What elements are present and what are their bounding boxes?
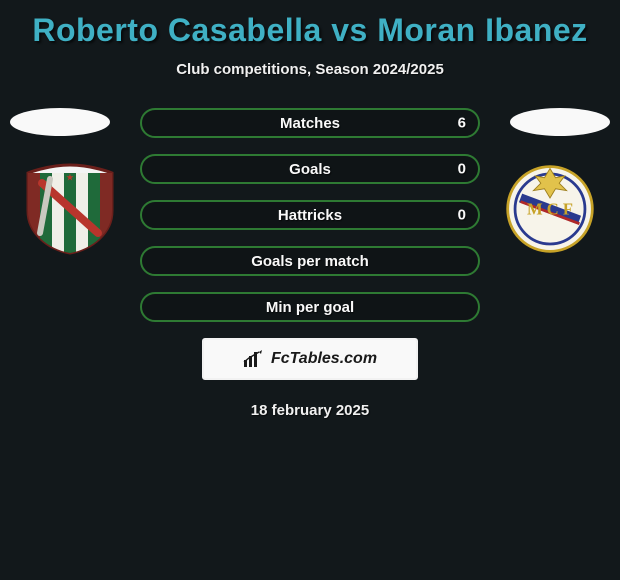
brand-box: FcTables.com [202, 338, 418, 380]
stat-label: Hattricks [278, 207, 342, 224]
subtitle: Club competitions, Season 2024/2025 [0, 61, 620, 78]
stat-label: Goals per match [251, 253, 369, 270]
svg-text:M C F: M C F [527, 200, 573, 219]
bar-chart-icon [243, 350, 265, 368]
stat-label: Goals [289, 161, 331, 178]
stat-right-value: 0 [458, 161, 466, 178]
player-right-ellipse [510, 108, 610, 136]
club-crest-left: ★ [20, 163, 120, 255]
club-crest-right: M C F [500, 163, 600, 255]
round-crest-icon: M C F [500, 163, 600, 255]
stat-row-matches: Matches 6 [140, 108, 480, 138]
stat-right-value: 6 [458, 115, 466, 132]
stat-row-hattricks: Hattricks 0 [140, 200, 480, 230]
stat-label: Matches [280, 115, 340, 132]
stat-row-goals: Goals 0 [140, 154, 480, 184]
date-line: 18 february 2025 [0, 402, 620, 419]
stat-row-goals-per-match: Goals per match [140, 246, 480, 276]
player-left-ellipse [10, 108, 110, 136]
shield-icon: ★ [20, 163, 120, 255]
stat-label: Min per goal [266, 299, 354, 316]
page-title: Roberto Casabella vs Moran Ibanez [0, 0, 620, 49]
brand-text: FcTables.com [271, 350, 377, 368]
comparison-panel: ★ M C F Matches 6 Goals 0 Hattricks 0 [0, 108, 620, 419]
stat-rows: Matches 6 Goals 0 Hattricks 0 Goals per … [140, 108, 480, 322]
svg-text:★: ★ [66, 173, 74, 182]
stat-row-min-per-goal: Min per goal [140, 292, 480, 322]
stat-right-value: 0 [458, 207, 466, 224]
